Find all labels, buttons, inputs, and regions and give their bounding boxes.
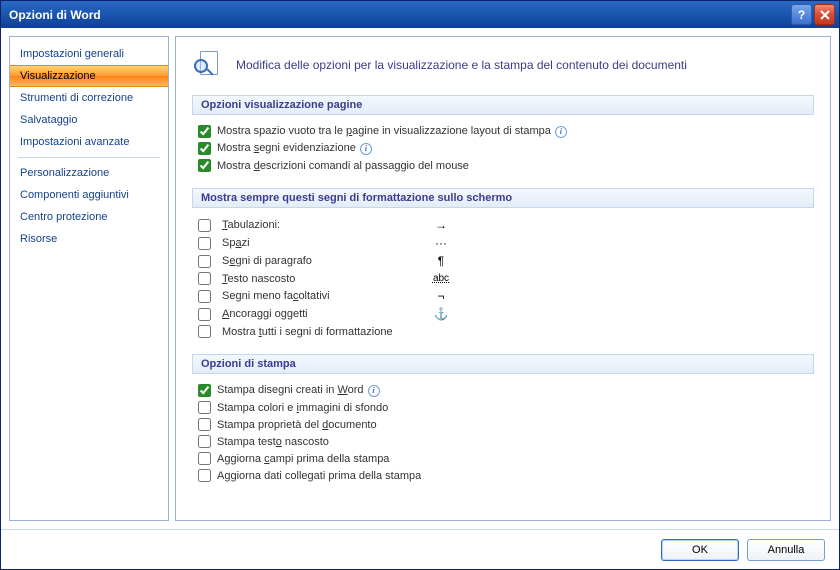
cancel-button[interactable]: Annulla [747,539,825,561]
sec-marks-row-5: Ancoraggi oggetti ⚓ [192,305,814,323]
sec-print-checkbox-2[interactable] [198,418,211,431]
close-button[interactable] [814,4,835,25]
sec-marks-checkbox-1[interactable] [198,237,211,250]
sec-page-display-row-1: Mostra segni evidenziazionei [192,140,814,157]
sec-print-row-3: Stampa testo nascosto [192,433,814,450]
sec-print-row-2: Stampa proprietà del documento [192,416,814,433]
sidebar-item-componenti-aggiuntivi[interactable]: Componenti aggiuntivi [10,184,168,206]
sec-print-label-0: Stampa disegni creati in Wordi [217,384,380,397]
sec-marks-row-1: Spazi ··· [192,234,814,252]
sec-marks-label-5: Ancoraggi oggetti [222,308,422,320]
sec-page-display-checkbox-1[interactable] [198,142,211,155]
sec-print-checkbox-3[interactable] [198,435,211,448]
sec-marks-checkbox-2[interactable] [198,255,211,268]
sec-print-label-5: Aggiorna dati collegati prima della stam… [217,470,421,482]
sidebar-item-personalizzazione[interactable]: Personalizzazione [10,162,168,184]
sec-marks-symbol-2: ¶ [426,254,456,268]
sec-marks-row-4: Segni meno facoltativi ¬ [192,287,814,305]
sec-print-checkbox-1[interactable] [198,401,211,414]
sec-print-checkbox-5[interactable] [198,469,211,482]
info-icon[interactable]: i [360,143,372,155]
section-header-marks: Mostra sempre questi segni di formattazi… [192,188,814,208]
dialog-body: Impostazioni generaliVisualizzazioneStru… [1,28,839,529]
panel-header: Modifica delle opzioni per la visualizza… [192,49,814,81]
sec-marks-symbol-0: → [426,218,456,232]
titlebar: Opzioni di Word ? [1,1,839,28]
sec-page-display-row-0: Mostra spazio vuoto tra le pagine in vis… [192,123,814,140]
main-panel: Modifica delle opzioni per la visualizza… [175,36,831,521]
sec-marks-label-0: Tabulazioni: [222,219,422,231]
sec-marks-symbol-5: ⚓ [426,307,456,321]
sec-print-checkbox-4[interactable] [198,452,211,465]
sidebar-item-salvataggio[interactable]: Salvataggio [10,109,168,131]
sec-marks-checkbox-3[interactable] [198,272,211,285]
section-header-page-display: Opzioni visualizzazione pagine [192,95,814,115]
sec-marks-symbol-3: abc [426,273,456,284]
sec-marks-label-4: Segni meno facoltativi [222,290,422,302]
sec-marks-label-6: Mostra tutti i segni di formattazione [222,326,422,338]
sec-marks-checkbox-6[interactable] [198,325,211,338]
sidebar-divider [18,157,160,158]
sec-print-row-1: Stampa colori e immagini di sfondo [192,399,814,416]
sec-marks-checkbox-0[interactable] [198,219,211,232]
ok-button[interactable]: OK [661,539,739,561]
options-dialog: Opzioni di Word ? Impostazioni generaliV… [0,0,840,570]
sec-page-display-label-0: Mostra spazio vuoto tra le pagine in vis… [217,125,567,138]
sidebar-item-visualizzazione[interactable]: Visualizzazione [10,65,168,87]
sidebar-item-impostazioni-generali[interactable]: Impostazioni generali [10,43,168,65]
sec-marks-label-3: Testo nascosto [222,273,422,285]
sidebar-item-centro-protezione[interactable]: Centro protezione [10,206,168,228]
info-icon[interactable]: i [368,385,380,397]
sec-marks-checkbox-5[interactable] [198,308,211,321]
sec-marks-row-0: Tabulazioni: → [192,216,814,234]
sidebar-item-strumenti-di-correzione[interactable]: Strumenti di correzione [10,87,168,109]
help-button[interactable]: ? [791,4,812,25]
sec-page-display-label-1: Mostra segni evidenziazionei [217,142,372,155]
sec-marks-symbol-4: ¬ [426,289,456,303]
sec-print-label-2: Stampa proprietà del documento [217,419,377,431]
sec-marks-checkbox-4[interactable] [198,290,211,303]
sec-print-label-3: Stampa testo nascosto [217,436,329,448]
panel-header-text: Modifica delle opzioni per la visualizza… [236,58,687,72]
sidebar-item-impostazioni-avanzate[interactable]: Impostazioni avanzate [10,131,168,153]
sidebar: Impostazioni generaliVisualizzazioneStru… [9,36,169,521]
sec-page-display-checkbox-0[interactable] [198,125,211,138]
sec-print-row-5: Aggiorna dati collegati prima della stam… [192,467,814,484]
sec-print-label-1: Stampa colori e immagini di sfondo [217,402,388,414]
sec-page-display-label-2: Mostra descrizioni comandi al passaggio … [217,160,469,172]
sec-marks-row-3: Testo nascosto abc [192,270,814,287]
sec-print-row-0: Stampa disegni creati in Wordi [192,382,814,399]
page-magnifier-icon [192,49,224,81]
sec-page-display-row-2: Mostra descrizioni comandi al passaggio … [192,157,814,174]
sec-print-checkbox-0[interactable] [198,384,211,397]
sec-print-label-4: Aggiorna campi prima della stampa [217,453,389,465]
sec-marks-label-2: Segni di paragrafo [222,255,422,267]
sec-page-display-checkbox-2[interactable] [198,159,211,172]
close-icon [820,10,830,20]
sidebar-item-risorse[interactable]: Risorse [10,228,168,250]
sec-marks-row-6: Mostra tutti i segni di formattazione [192,323,814,340]
sec-marks-row-2: Segni di paragrafo ¶ [192,252,814,270]
sec-marks-label-1: Spazi [222,237,422,249]
section-header-print: Opzioni di stampa [192,354,814,374]
sec-print-row-4: Aggiorna campi prima della stampa [192,450,814,467]
info-icon[interactable]: i [555,126,567,138]
sec-marks-symbol-1: ··· [426,236,456,250]
dialog-footer: OK Annulla [1,529,839,569]
window-title: Opzioni di Word [9,8,789,22]
